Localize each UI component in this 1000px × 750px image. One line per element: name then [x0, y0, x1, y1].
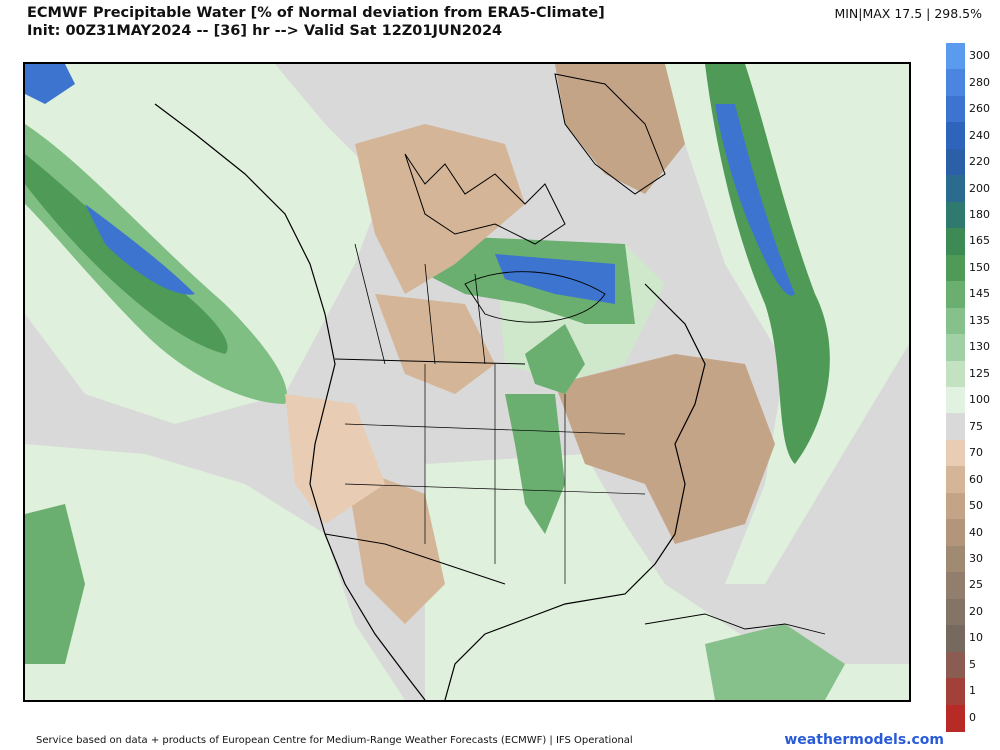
- color-scale-label: 50: [969, 499, 983, 513]
- greenland-dry-area: [555, 64, 685, 194]
- east-coastline: [444, 283, 706, 700]
- color-scale-label: 20: [969, 604, 983, 618]
- color-scale-label: 130: [969, 340, 990, 354]
- min-max-readout: MIN|MAX 17.5 | 298.5%: [834, 6, 982, 21]
- map-title: ECMWF Precipitable Water [% of Normal de…: [27, 5, 605, 21]
- color-scale-segment: [946, 254, 965, 282]
- color-scale-segment: [946, 466, 965, 494]
- color-scale-segment: [946, 704, 965, 732]
- color-scale-label: 30: [969, 552, 983, 565]
- arctic-dry-area: [355, 124, 525, 294]
- color-scale-segment: [946, 228, 965, 256]
- color-scale-label: 165: [969, 234, 990, 248]
- us-canada-border: [334, 358, 526, 365]
- us-state-borders: [344, 364, 646, 584]
- pacific-light-green-area: [25, 64, 385, 424]
- color-scale-segment: [946, 360, 965, 388]
- atlantic-high-moisture: [715, 104, 795, 296]
- color-scale-label: 150: [969, 260, 990, 274]
- color-scale-label: 60: [969, 472, 983, 486]
- map-panel: [23, 62, 911, 702]
- color-scale-label: 40: [969, 525, 983, 539]
- prairie-dry-area: [375, 294, 495, 394]
- color-scale-segment: [946, 175, 965, 203]
- color-scale-segment: [946, 625, 965, 653]
- color-scale-label: 180: [969, 208, 990, 221]
- southwest-dry-area: [345, 464, 445, 624]
- caribbean-islands-outline: [644, 613, 826, 635]
- color-scale-label: 260: [969, 102, 990, 116]
- pacific-high-moisture: [85, 204, 195, 295]
- color-scale-segment: [946, 678, 965, 706]
- color-scale-label: 100: [969, 393, 990, 407]
- pacific-north-high-moisture: [25, 64, 75, 104]
- color-scale-label: 145: [969, 287, 990, 301]
- eastern-us-dry-area: [555, 354, 775, 544]
- color-scale-segment: [946, 439, 965, 467]
- color-scale-segment: [946, 43, 965, 70]
- color-scale-segment: [946, 492, 965, 520]
- great-lakes-moisture: [525, 324, 585, 394]
- color-scale-segment: [946, 148, 965, 176]
- color-scale-segment: [946, 572, 965, 600]
- color-scale-segment: [946, 95, 965, 123]
- us-mexico-border: [324, 533, 506, 585]
- color-scale-segment: [946, 69, 965, 97]
- color-scale-label: 70: [969, 446, 983, 460]
- canada-high-moisture: [495, 254, 615, 304]
- arctic-islands-outline: [404, 153, 566, 245]
- color-scale-bar: [946, 43, 965, 732]
- color-scale-label: 75: [969, 419, 983, 433]
- west-dry-area: [285, 394, 385, 524]
- color-scale-segment: [946, 519, 965, 547]
- west-coastline: [154, 103, 426, 700]
- color-scale-segment: [946, 334, 965, 362]
- data-credit: Service based on data + products of Euro…: [36, 735, 633, 746]
- color-scale-segment: [946, 387, 965, 414]
- color-scale-segment: [946, 413, 965, 441]
- color-scale-label: 240: [969, 128, 990, 142]
- color-scale-segment: [946, 545, 965, 573]
- color-scale-label: 0: [969, 710, 976, 724]
- brand-link[interactable]: weathermodels.com: [784, 732, 944, 748]
- color-scale-label: 220: [969, 155, 990, 169]
- color-scale-label: 135: [969, 313, 990, 327]
- color-scale-label: 125: [969, 366, 990, 380]
- map-svg: [25, 64, 909, 700]
- color-scale-label: 1: [969, 684, 976, 698]
- greenland-outline: [554, 73, 666, 195]
- color-scale-segment: [946, 281, 965, 309]
- color-scale-label: 5: [969, 657, 976, 671]
- color-scale-segment: [946, 307, 965, 335]
- map-subtitle: Init: 00Z31MAY2024 -- [36] hr --> Valid …: [27, 23, 503, 39]
- color-scale-label: 200: [969, 181, 990, 195]
- color-scale-segment: [946, 651, 965, 679]
- caribbean-moisture: [705, 624, 845, 700]
- color-scale-label: 10: [969, 631, 983, 645]
- mississippi-moisture-tongue: [505, 394, 565, 534]
- color-scale-segment: [946, 598, 965, 626]
- color-scale-label: 300: [969, 49, 990, 63]
- eastern-pacific-light-green-area: [25, 444, 405, 700]
- color-scale-label: 280: [969, 75, 990, 89]
- southwest-pacific-moisture: [25, 504, 85, 664]
- color-scale-segment: [946, 122, 965, 150]
- canada-province-borders: [354, 243, 486, 365]
- hudson-bay-outline: [464, 271, 606, 323]
- color-scale-segment: [946, 201, 965, 229]
- color-scale-label: 25: [969, 578, 983, 592]
